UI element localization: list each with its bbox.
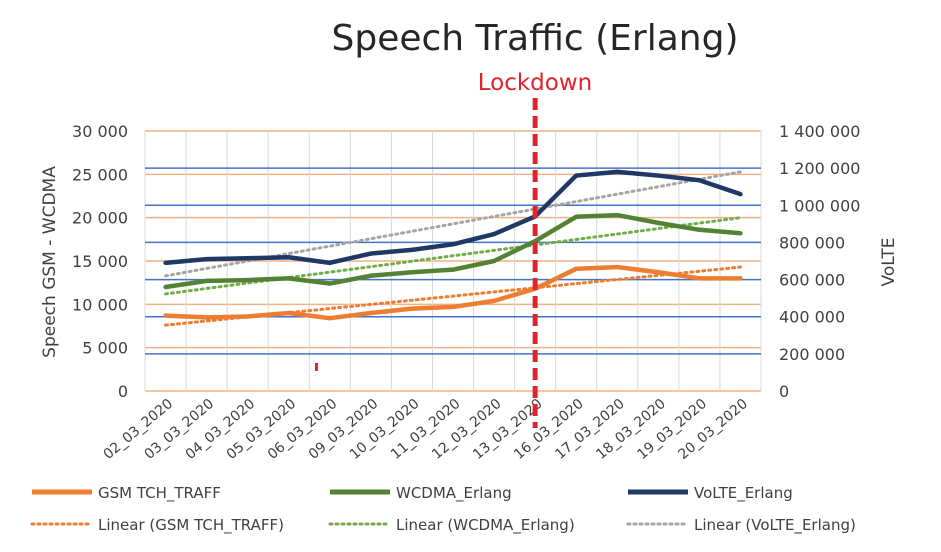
data-point bbox=[450, 267, 456, 272]
y-tick-right-label: 200 000 bbox=[779, 345, 845, 364]
y-tick-left-label: 15 000 bbox=[72, 252, 128, 271]
data-point bbox=[491, 231, 497, 237]
y-tick-left-label: 30 000 bbox=[72, 122, 128, 141]
data-point bbox=[286, 255, 291, 260]
data-point bbox=[327, 316, 332, 321]
data-point bbox=[286, 310, 291, 316]
y-tick-right-label: 1 400 000 bbox=[779, 122, 860, 141]
data-point bbox=[615, 169, 620, 175]
legend-label: Linear (VoLTE_Erlang) bbox=[694, 516, 856, 535]
y-axis-label-right: VoLTE bbox=[879, 238, 899, 287]
data-point bbox=[204, 256, 209, 262]
gridlines-left-axis bbox=[144, 130, 762, 392]
data-point bbox=[656, 173, 661, 178]
data-point bbox=[450, 304, 456, 310]
legend: GSM TCH_TRAFF WCDMA_Erlang VoLTE_Erlang Lin… bbox=[30, 484, 856, 535]
data-point bbox=[491, 258, 497, 264]
data-point bbox=[738, 231, 743, 236]
x-ticks: 02_03_202003_03_202004_03_202005_03_2020… bbox=[101, 396, 752, 463]
data-point bbox=[204, 315, 209, 320]
data-point bbox=[738, 191, 743, 197]
data-point bbox=[163, 260, 168, 266]
data-point bbox=[204, 278, 209, 284]
small-red-mark bbox=[315, 363, 318, 371]
data-point bbox=[491, 298, 497, 304]
legend-label: GSM TCH_TRAFF bbox=[98, 484, 221, 503]
trendlines bbox=[164, 170, 742, 327]
data-point bbox=[327, 281, 332, 286]
y-axis-label-left: Speech GSM - WCDMA bbox=[40, 166, 60, 358]
data-point bbox=[656, 220, 661, 226]
legend-label: VoLTE_Erlang bbox=[694, 484, 793, 503]
data-point bbox=[409, 247, 415, 253]
y-tick-right-label: 800 000 bbox=[779, 233, 845, 252]
data-point bbox=[574, 266, 579, 271]
trendline bbox=[164, 216, 742, 296]
legend-label: WCDMA_Erlang bbox=[396, 484, 512, 503]
data-point bbox=[615, 212, 620, 218]
data-point bbox=[163, 284, 168, 290]
data-point bbox=[245, 277, 250, 283]
data-point bbox=[656, 270, 661, 275]
y-tick-right-label: 400 000 bbox=[779, 308, 845, 327]
data-point bbox=[697, 227, 702, 232]
y-tick-right-label: 1 000 000 bbox=[779, 196, 860, 215]
data-point bbox=[245, 256, 250, 261]
y-tick-left-label: 25 000 bbox=[72, 165, 128, 184]
data-point bbox=[697, 276, 702, 281]
data-point bbox=[368, 251, 374, 256]
legend-label: Linear (WCDMA_Erlang) bbox=[396, 516, 575, 535]
y-tick-right-label: 0 bbox=[779, 382, 789, 401]
data-point bbox=[574, 214, 579, 219]
data-point bbox=[409, 270, 415, 275]
data-point bbox=[738, 276, 743, 281]
y-tick-right-label: 600 000 bbox=[779, 271, 845, 290]
data-point bbox=[574, 173, 579, 178]
data-point bbox=[368, 310, 374, 316]
data-point bbox=[615, 264, 620, 270]
chart-title: Speech Traffic (Erlang) bbox=[331, 18, 738, 59]
data-point bbox=[327, 260, 332, 266]
y-tick-left-label: 20 000 bbox=[72, 209, 128, 228]
y-ticks-right: 0 200 000 400 000 600 000 800 000 1 000 000 1 … bbox=[779, 122, 860, 401]
data-point bbox=[286, 276, 291, 281]
data-point bbox=[450, 242, 456, 247]
lockdown-label: Lockdown bbox=[478, 70, 593, 96]
data-point bbox=[697, 178, 702, 183]
y-tick-left-label: 10 000 bbox=[72, 295, 128, 314]
y-tick-left-label: 0 bbox=[118, 382, 128, 401]
legend-label: Linear (GSM TCH_TRAFF) bbox=[98, 516, 284, 535]
data-point bbox=[409, 306, 415, 311]
series-lines bbox=[163, 169, 743, 321]
y-tick-right-label: 1 200 000 bbox=[779, 159, 860, 178]
x-tick-label: 02_03_2020 bbox=[101, 396, 177, 463]
y-ticks-left: 0 5 000 10 000 15 000 20 000 25 000 30 000 bbox=[72, 122, 128, 401]
data-point bbox=[245, 314, 250, 319]
data-point bbox=[368, 273, 374, 278]
data-point bbox=[163, 313, 168, 318]
y-tick-left-label: 5 000 bbox=[82, 339, 128, 358]
